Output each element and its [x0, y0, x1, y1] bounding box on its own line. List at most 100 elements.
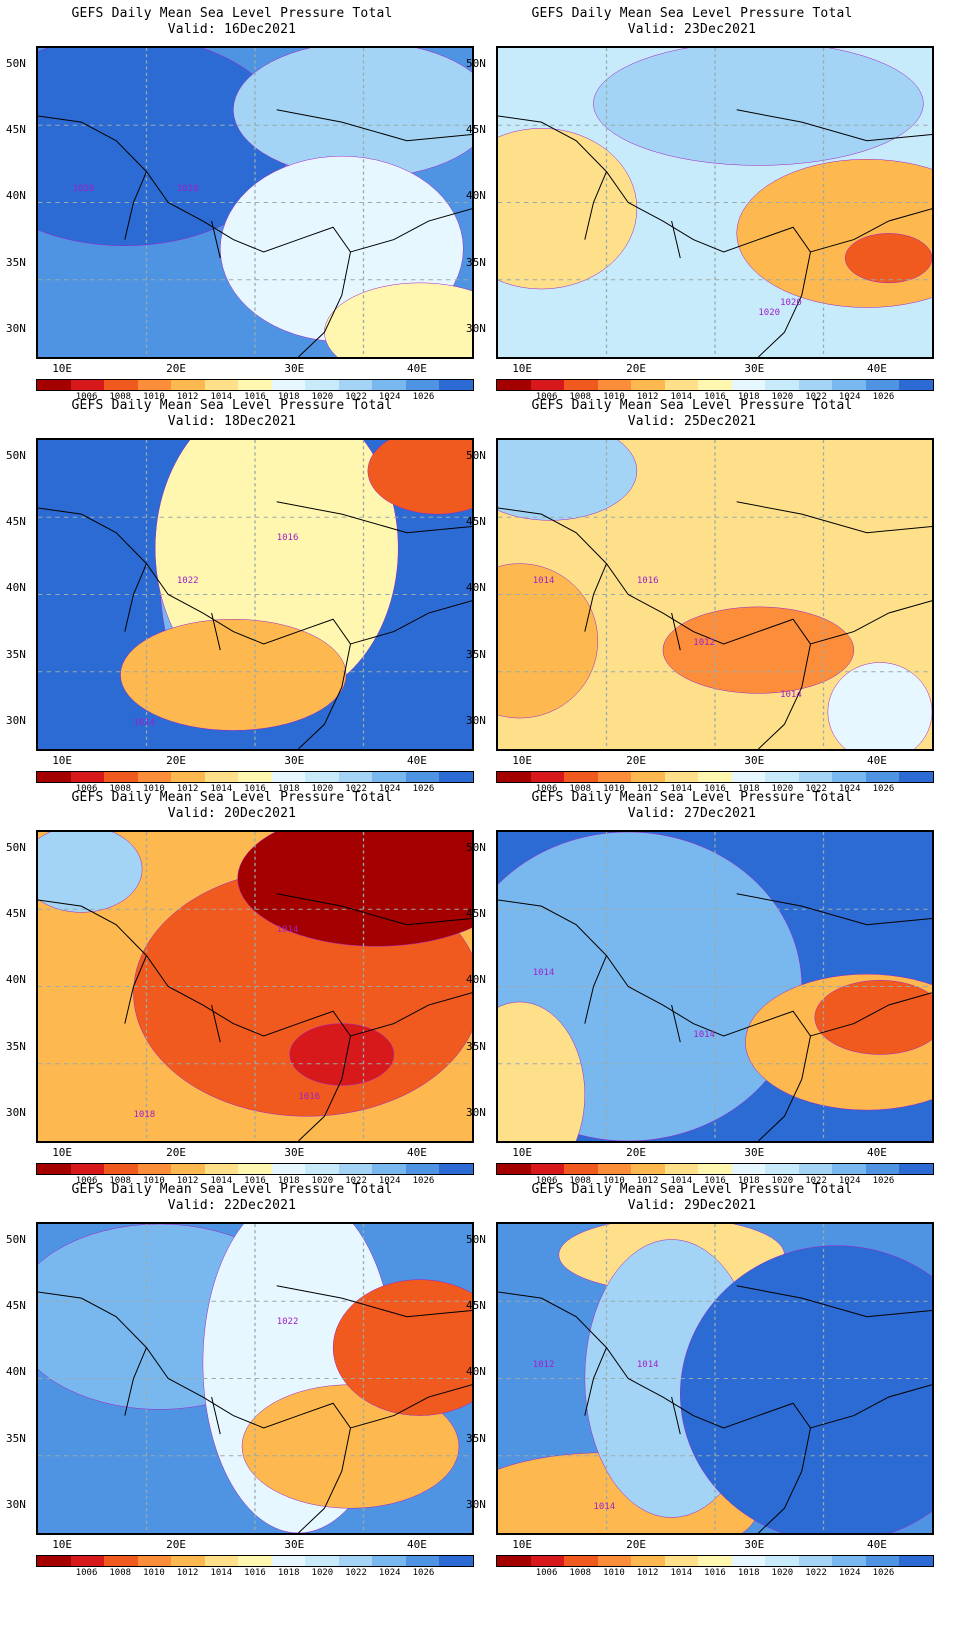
colorbar-label: 1014 — [670, 392, 693, 402]
colorbar-swatch — [597, 1164, 632, 1174]
colorbar-swatch — [37, 1556, 71, 1566]
panel-title-line: GEFS Daily Mean Sea Level Pressure Total — [531, 6, 853, 21]
map-panel: GEFS Daily Mean Sea Level Pressure Total… — [460, 0, 934, 402]
pressure-region — [593, 48, 923, 165]
colorbar-label: 1024 — [378, 1568, 401, 1578]
coastline — [38, 1286, 472, 1533]
pressure-region — [290, 1024, 394, 1086]
colorbar-swatch — [899, 1556, 933, 1566]
colorbar-label: 1008 — [569, 1176, 592, 1186]
longitude-tick-label: 40E — [406, 1538, 427, 1551]
colorbar-swatch — [497, 772, 531, 782]
colorbar-swatch — [564, 1556, 598, 1566]
colorbar-label: 1026 — [412, 392, 435, 402]
colorbar-swatch — [798, 772, 833, 782]
pressure-region — [680, 1246, 932, 1533]
latitude-tick-label: 45N — [6, 515, 26, 528]
colorbar-swatch — [631, 772, 665, 782]
longitude-tick-label: 40E — [406, 362, 427, 375]
latitude-tick-label: 45N — [6, 907, 26, 920]
colorbar-swatch — [171, 380, 205, 390]
pressure-region — [815, 980, 932, 1054]
colorbar-swatch — [405, 1164, 440, 1174]
colorbar-label: 1010 — [143, 784, 165, 794]
colorbar-label: 1026 — [412, 1176, 435, 1186]
colorbar-swatch — [37, 1164, 71, 1174]
pressure-region — [828, 662, 932, 749]
latitude-tick-label: 40N — [466, 973, 486, 986]
latitude-tick-label: 40N — [466, 1365, 486, 1378]
longitude-tick-label: 40E — [866, 1146, 887, 1159]
colorbar-label: 1016 — [244, 784, 266, 794]
colorbar-swatch — [832, 772, 866, 782]
panel-title-line: GEFS Daily Mean Sea Level Pressure Total — [71, 6, 393, 21]
colorbar-swatch — [171, 1556, 205, 1566]
colorbar-label: 1022 — [345, 784, 367, 794]
colorbar-label: 1008 — [569, 784, 592, 794]
panel-title: GEFS Daily Mean Sea Level Pressure Total… — [460, 6, 924, 38]
colorbar-swatch — [204, 772, 239, 782]
colorbar-swatch — [664, 1164, 699, 1174]
pressure-map: 1026 1018 — [36, 46, 474, 359]
colorbar-swatch — [405, 380, 440, 390]
colorbar-swatch — [798, 1556, 833, 1566]
colorbar-swatch — [530, 772, 565, 782]
colorbar-swatch — [238, 772, 272, 782]
colorbar-swatch — [798, 380, 833, 390]
panel-valid-date: Valid: 20Dec2021 — [167, 806, 297, 821]
colorbar-label: 1010 — [603, 392, 625, 402]
coastline — [498, 1286, 932, 1533]
colorbar-label: 1026 — [412, 784, 435, 794]
colorbar-swatch — [137, 772, 172, 782]
latitude-tick-label: 35N — [6, 648, 26, 661]
colorbar-label: 1010 — [603, 784, 625, 794]
colorbar-swatch — [305, 1556, 339, 1566]
latitude-tick-label: 40N — [6, 1365, 26, 1378]
colorbar-label: 1016 — [244, 1568, 266, 1578]
longitude-tick-label: 10E — [512, 1538, 533, 1551]
panel-title-line: GEFS Daily Mean Sea Level Pressure Total — [531, 790, 853, 805]
colorbar-label: 1008 — [109, 784, 132, 794]
colorbar-label: 1018 — [277, 392, 300, 402]
longitude-tick-label: 20E — [626, 754, 646, 767]
colorbar-label: 1012 — [176, 1568, 199, 1578]
pressure-region — [120, 619, 346, 730]
colorbar-swatch — [865, 1556, 900, 1566]
panel-valid-date: Valid: 27Dec2021 — [627, 806, 757, 821]
contour-label: 1016 — [636, 575, 659, 586]
longitude-tick-label: 20E — [166, 754, 186, 767]
colorbar-swatch — [171, 1164, 205, 1174]
latitude-tick-label: 30N — [6, 322, 26, 335]
latitude-tick-label: 45N — [466, 907, 486, 920]
colorbar-swatch — [698, 1164, 732, 1174]
colorbar-swatch — [137, 380, 172, 390]
longitude-tick-label: 30E — [284, 1146, 305, 1159]
latitude-tick-label: 30N — [466, 322, 486, 335]
longitude-tick-label: 20E — [166, 362, 186, 375]
latitude-tick-label: 50N — [6, 57, 26, 70]
coastline — [498, 110, 932, 357]
longitude-tick-label: 10E — [52, 1538, 73, 1551]
colorbar-label: 1024 — [838, 784, 861, 794]
panel-title-line: GEFS Daily Mean Sea Level Pressure Total — [71, 1182, 393, 1197]
longitude-tick-label: 30E — [744, 1146, 765, 1159]
map-panel: GEFS Daily Mean Sea Level Pressure Total… — [460, 784, 934, 1186]
pressure-map: 1020 1020 — [496, 46, 934, 359]
colorbar-swatch — [372, 772, 406, 782]
contour-label: 1014 — [636, 1359, 659, 1370]
colorbar-swatch — [171, 772, 205, 782]
latitude-tick-label: 30N — [466, 1106, 486, 1119]
colorbar-swatch — [731, 1556, 766, 1566]
longitude-tick-label: 10E — [52, 754, 73, 767]
contour-label: 1016 — [276, 532, 299, 543]
colorbar-swatch — [405, 772, 440, 782]
colorbar-label: 1022 — [345, 1568, 367, 1578]
colorbar-swatch — [497, 1556, 531, 1566]
longitude-tick-label: 20E — [626, 362, 646, 375]
colorbar-swatch — [698, 380, 732, 390]
colorbar-label: 1022 — [805, 1568, 827, 1578]
colorbar-label: 1014 — [670, 784, 693, 794]
contour-label: 1014 — [532, 967, 555, 978]
longitude-tick-label: 40E — [406, 1146, 427, 1159]
pressure-map: 1012 1014 1014 — [496, 1222, 934, 1535]
